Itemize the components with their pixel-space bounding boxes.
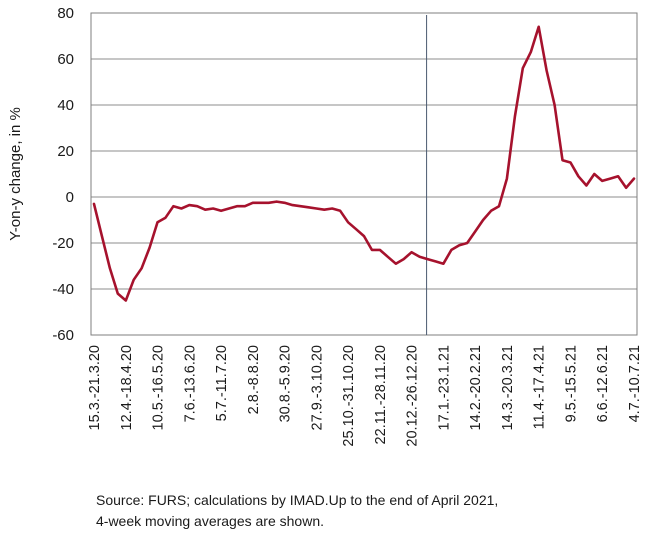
x-tick-label: 6.6.-12.6.21 [595,345,611,422]
y-axis-ticks: -60 -40 -20 0 20 40 60 80 [52,5,74,344]
y-tick-label: 60 [57,51,74,68]
y-tick-label: 40 [57,97,74,114]
x-tick-label: 5.7.-11.7.20 [214,345,230,421]
y-tick-label: 80 [57,5,74,22]
y-tick-label: -20 [52,235,74,252]
x-tick-label: 22.11.-28.11.20 [373,345,389,444]
source-note-line-2: 4-week moving averages are shown. [96,513,325,529]
x-tick-label: 10.5.-16.5.20 [151,345,167,430]
y-tick-label: -60 [52,327,74,344]
x-tick-label: 11.4.-17.4.21 [532,345,548,429]
x-tick-label: 7.6.-13.6.20 [182,345,198,422]
x-tick-label: 14.3.-20.3.21 [500,345,516,430]
x-tick-label: 30.8.-5.9.20 [278,345,294,422]
x-tick-label: 4.7.-10.7.21 [627,345,643,422]
x-tick-label: 9.5.-15.5.21 [563,345,579,422]
x-tick-label: 25.10.-31.10.20 [341,345,357,447]
x-tick-label: 15.3.-21.3.20 [87,345,103,430]
x-tick-label: 17.1.-23.1.21 [436,345,452,430]
line-chart: -60 -40 -20 0 20 40 60 80 15.3.-21.3.20 12.4.-18… [7,5,643,447]
x-tick-label: 14.2.-20.2.21 [468,345,484,430]
plot-frame [90,12,638,336]
y-tick-label: 20 [57,143,74,160]
source-note: Source: FURS; calculations by IMAD.Up to… [96,490,636,532]
x-tick-label: 12.4.-18.4.20 [119,345,135,430]
y-axis-label: Y-on-y change, in % [7,107,24,241]
gridlines [91,12,637,336]
source-note-line-1: Source: FURS; calculations by IMAD.Up to… [96,492,499,508]
x-tick-label: 20.12.-26.12.20 [405,345,421,447]
y-tick-label: -40 [52,281,74,298]
x-tick-label: 2.8.-8.8.20 [246,345,262,414]
series-line-y-on-y-change [92,25,636,302]
x-tick-label: 27.9.-3.10.20 [309,345,325,430]
x-axis-ticks: 15.3.-21.3.20 12.4.-18.4.20 10.5.-16.5.20 7… [87,345,643,447]
y-tick-label: 0 [66,189,74,206]
